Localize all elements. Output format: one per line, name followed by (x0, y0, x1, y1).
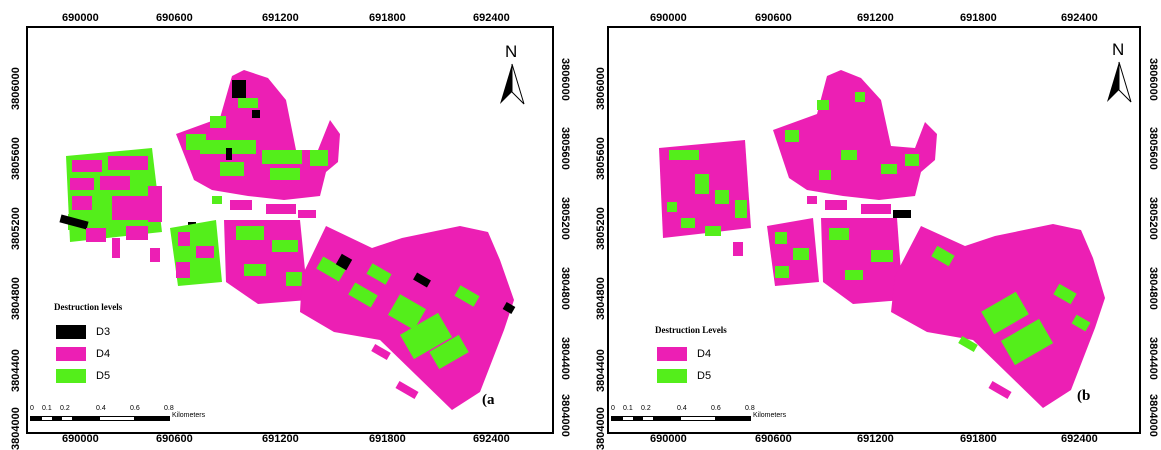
x-tick-top: 691200 (262, 12, 299, 24)
scale-tick: 0.2 (60, 405, 70, 412)
legend-item-d3: D3 (56, 325, 110, 339)
x-tick-bottom: 691800 (369, 433, 406, 445)
north-arrow (1107, 61, 1132, 103)
x-tick-bottom: 692400 (1061, 433, 1098, 445)
scattered-parcels (807, 196, 911, 218)
scale-bar (30, 416, 170, 421)
legend-swatch-d3 (56, 325, 86, 339)
legend-item-d4: D4 (657, 347, 711, 361)
north-label: N (1112, 40, 1125, 59)
x-tick-top: 691200 (857, 12, 894, 24)
scale-tick: 0.1 (42, 405, 52, 412)
northwest-block (59, 148, 162, 262)
x-tick-top: 690000 (62, 12, 99, 24)
x-tick-top: 690000 (650, 12, 687, 24)
legend-swatch-d4 (657, 347, 687, 361)
x-tick-top: 692400 (1061, 12, 1098, 24)
x-tick-top: 692400 (473, 12, 510, 24)
scale-tick: 0.6 (130, 405, 140, 412)
legend-swatch-d5 (657, 369, 687, 383)
northwest-block (659, 140, 751, 256)
scale-unit: Kilometers (172, 412, 206, 419)
x-tick-bottom: 691800 (960, 433, 997, 445)
legend-label-d5: D5 (697, 370, 712, 382)
x-tick-bottom: 690600 (755, 433, 792, 445)
x-tick-top: 690600 (755, 12, 792, 24)
scale-tick: 0 (30, 405, 34, 412)
north-block (773, 70, 937, 200)
legend-swatch-d5 (56, 369, 86, 383)
scale-tick: 0.1 (623, 405, 633, 412)
legend-title: Destruction levels (54, 302, 123, 312)
x-tick-top: 691800 (369, 12, 406, 24)
southeast-block (300, 226, 516, 410)
scale-tick: 0.2 (641, 405, 651, 412)
legend-label-d5: D5 (96, 370, 111, 382)
parcel-map (611, 61, 1132, 421)
scale-bar (611, 416, 751, 421)
x-tick-bottom: 691200 (857, 433, 894, 445)
panel-label: (b (1077, 388, 1091, 404)
map-panel-b: 690000 690600 691200 691800 692400 69000… (585, 0, 1161, 450)
southeast-block (891, 224, 1105, 408)
parcel-map (30, 63, 525, 421)
legend-item-d4: D4 (56, 347, 110, 361)
scale-tick: 0.4 (96, 405, 106, 412)
map-panel-a: 690000 690600 691200 691800 692400 69000… (0, 0, 572, 450)
x-tick-bottom: 691200 (262, 433, 299, 445)
legend-swatch-d4 (56, 347, 86, 361)
north-label: N (505, 42, 518, 61)
scale-tick: 0.6 (711, 405, 721, 412)
x-tick-bottom: 690000 (650, 433, 687, 445)
north-block (176, 70, 340, 200)
scale-tick: 0.4 (677, 405, 687, 412)
legend-item-d5: D5 (657, 369, 711, 383)
x-tick-bottom: 692400 (473, 433, 510, 445)
legend-label-d3: D3 (96, 326, 111, 338)
scale-tick: 0.8 (745, 405, 755, 412)
central-block (767, 218, 903, 304)
x-tick-bottom: 690600 (156, 433, 193, 445)
x-tick-top: 690600 (156, 12, 193, 24)
x-tick-top: 691800 (960, 12, 997, 24)
scale-unit: Kilometers (753, 412, 787, 419)
legend-label-d4: D4 (697, 348, 712, 360)
north-arrow (500, 63, 525, 105)
scale-tick: 0.8 (164, 405, 174, 412)
legend-item-d5: D5 (56, 369, 110, 383)
central-block (170, 220, 308, 304)
legend-title: Destruction Levels (655, 325, 727, 335)
x-tick-bottom: 690000 (62, 433, 99, 445)
panel-label: (a (482, 392, 495, 408)
legend-label-d4: D4 (96, 348, 111, 360)
scale-tick: 0 (611, 405, 615, 412)
